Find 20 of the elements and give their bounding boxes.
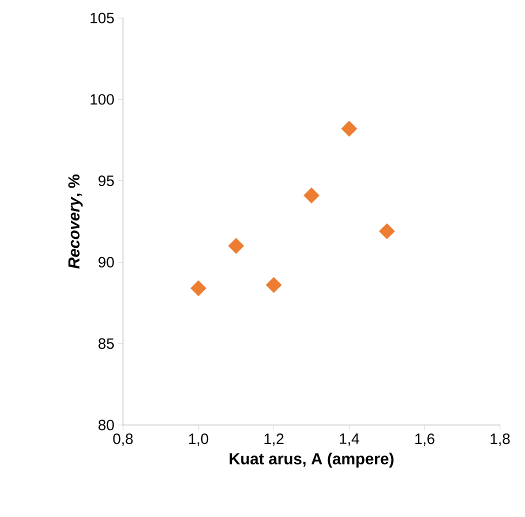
point <box>190 280 206 296</box>
y-axis-title: Recovery, % <box>68 174 83 269</box>
x-tick-label: 1,6 <box>415 434 434 446</box>
y-tick-label: 90 <box>98 256 114 268</box>
x-tick-label: 1,2 <box>264 434 284 446</box>
x-axis-title: Kuat arus, A (ampere) <box>230 452 394 468</box>
y-tick-label: 80 <box>98 420 114 430</box>
x-tick-label: 1,4 <box>340 434 360 446</box>
x-tick-label: 1,8 <box>490 434 510 446</box>
point <box>266 277 282 293</box>
x-tick-label: 0,8 <box>113 434 133 446</box>
y-tick-label: 100 <box>90 94 114 105</box>
point <box>341 120 358 137</box>
point <box>304 187 320 204</box>
point <box>228 238 244 254</box>
point <box>378 223 395 240</box>
y-tick-label: 95 <box>98 176 114 186</box>
x-tick-label: 1,0 <box>189 434 208 446</box>
y-tick-label: 105 <box>90 12 114 24</box>
y-tick-label: 85 <box>98 338 114 349</box>
